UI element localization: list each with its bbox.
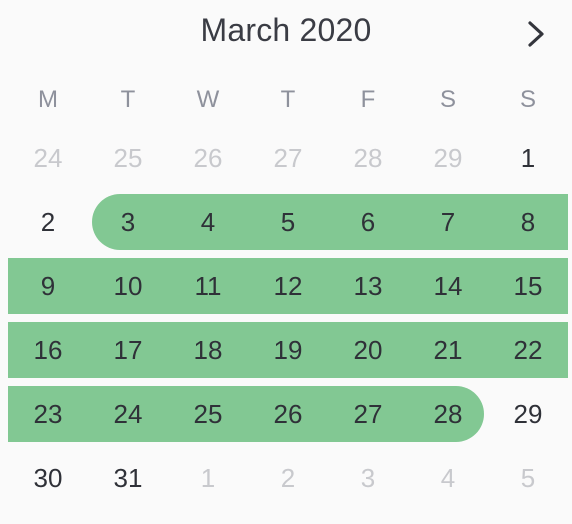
- calendar-day-outside-month[interactable]: 26: [193, 143, 223, 173]
- calendar-day-selected[interactable]: 9: [40, 271, 56, 301]
- calendar-day-outside-month[interactable]: 25: [113, 143, 143, 173]
- calendar-day-selected[interactable]: 5: [280, 207, 296, 237]
- weekday-label: M: [38, 86, 58, 113]
- calendar-header: March 2020: [0, 0, 572, 64]
- calendar-day-selected[interactable]: 6: [360, 207, 376, 237]
- calendar-day-grid: 24 25 26 27 28 29 1 2 3 4 5 6 7 8 9 10 11 12 13 14 15 16 17 18 1…: [8, 130, 568, 514]
- selected-range-band: [92, 194, 568, 250]
- calendar-day[interactable]: 30: [33, 463, 63, 493]
- calendar-day[interactable]: 1: [520, 143, 536, 173]
- calendar-day-selected[interactable]: 23: [33, 399, 63, 429]
- calendar-day-outside-month[interactable]: 3: [360, 463, 376, 493]
- calendar-day-outside-month[interactable]: 29: [433, 143, 463, 173]
- calendar-day-selected[interactable]: 17: [113, 335, 143, 365]
- calendar-week-row: 2 3 4 5 6 7 8: [8, 194, 568, 250]
- calendar-day-selected[interactable]: 21: [433, 335, 463, 365]
- calendar-day[interactable]: 2: [40, 207, 56, 237]
- calendar-day-selected[interactable]: 27: [353, 399, 383, 429]
- calendar-day-selected[interactable]: 11: [194, 271, 222, 301]
- calendar-day-selected[interactable]: 19: [273, 335, 303, 365]
- calendar-day-selected[interactable]: 14: [433, 271, 463, 301]
- weekday-header-row: M T W T F S S: [8, 80, 568, 120]
- calendar-week-row: 24 25 26 27 28 29 1: [8, 130, 568, 186]
- calendar-day-selected[interactable]: 16: [33, 335, 63, 365]
- selected-range-band: [8, 322, 568, 378]
- calendar-day-outside-month[interactable]: 27: [273, 143, 303, 173]
- calendar-week-row: 30 31 1 2 3 4 5: [8, 450, 568, 506]
- weekday-label: W: [196, 86, 220, 113]
- calendar-day-selected[interactable]: 18: [193, 335, 223, 365]
- calendar-day-outside-month[interactable]: 4: [440, 463, 456, 493]
- calendar-week-row: 23 24 25 26 27 28 29: [8, 386, 568, 442]
- calendar-day-selected[interactable]: 10: [113, 271, 143, 301]
- calendar-day-selected[interactable]: 20: [353, 335, 383, 365]
- weekday-label: T: [280, 86, 296, 113]
- calendar-day-selected[interactable]: 22: [513, 335, 543, 365]
- calendar-day[interactable]: 29: [513, 399, 543, 429]
- calendar-day-selected[interactable]: 15: [513, 271, 543, 301]
- calendar-day-outside-month[interactable]: 5: [520, 463, 536, 493]
- selected-range-band: [8, 386, 484, 442]
- calendar-day-selected[interactable]: 7: [440, 207, 456, 237]
- calendar-day-selected[interactable]: 28: [433, 399, 463, 429]
- weekday-label: S: [439, 86, 456, 113]
- month-title: March 2020: [200, 12, 372, 48]
- calendar-day-selected[interactable]: 8: [520, 207, 536, 237]
- calendar-day-selected[interactable]: 26: [273, 399, 303, 429]
- calendar-day-outside-month[interactable]: 1: [200, 463, 216, 493]
- calendar-day-selected[interactable]: 4: [200, 207, 216, 237]
- weekday-label: S: [519, 86, 536, 113]
- chevron-right-icon: [528, 21, 544, 47]
- calendar-day-selected[interactable]: 12: [273, 271, 303, 301]
- calendar-day-selected[interactable]: 24: [113, 399, 143, 429]
- weekday-label: T: [120, 86, 136, 113]
- calendar-day-selected[interactable]: 13: [353, 271, 383, 301]
- calendar-day-selected[interactable]: 25: [193, 399, 223, 429]
- next-month-button[interactable]: [520, 16, 552, 52]
- weekday-label: F: [360, 86, 376, 113]
- calendar-week-row: 9 10 11 12 13 14 15: [8, 258, 568, 314]
- calendar-day-outside-month[interactable]: 24: [33, 143, 63, 173]
- calendar-day-selected[interactable]: 3: [120, 207, 136, 237]
- calendar-day[interactable]: 31: [113, 463, 143, 493]
- calendar-day-outside-month[interactable]: 28: [353, 143, 383, 173]
- calendar-day-outside-month[interactable]: 2: [280, 463, 296, 493]
- calendar-week-row: 16 17 18 19 20 21 22: [8, 322, 568, 378]
- selected-range-band: [8, 258, 568, 314]
